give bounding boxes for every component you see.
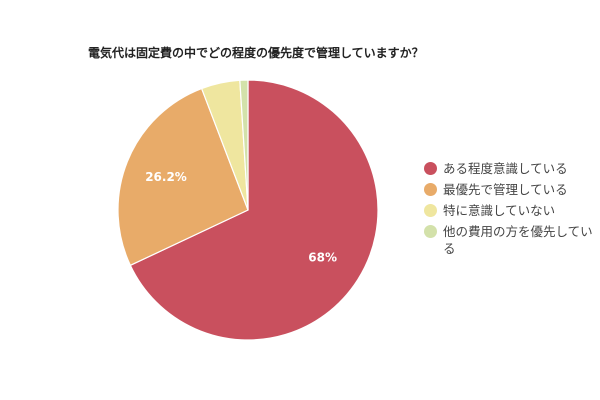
legend-marker bbox=[424, 183, 437, 196]
legend-item[interactable]: ある程度意識している bbox=[424, 160, 600, 177]
legend: ある程度意識している 最優先で管理している 特に意識していない他の費用の方を優先して… bbox=[424, 160, 600, 261]
data-label: 68% bbox=[308, 250, 337, 264]
legend-label: 他の費用の方を優先している bbox=[443, 224, 593, 256]
legend-label: 特に意識していない bbox=[443, 203, 556, 218]
legend-marker bbox=[424, 204, 437, 217]
chart-title: 電気代は固定費の中でどの程度の優先度で管理していますか？ bbox=[88, 46, 424, 60]
legend-item[interactable]: 他の費用の方を優先している bbox=[424, 223, 600, 257]
legend-item[interactable]: 特に意識していない bbox=[424, 202, 600, 219]
data-label: 26.2% bbox=[145, 170, 187, 184]
legend-label: 最優先で管理している bbox=[443, 182, 568, 197]
legend-marker bbox=[424, 225, 437, 238]
pie-slice bbox=[117, 87, 249, 267]
legend-label: ある程度意識している bbox=[443, 161, 568, 176]
pie-slice bbox=[129, 79, 379, 341]
pie-slice bbox=[239, 79, 249, 211]
legend-marker bbox=[424, 162, 437, 175]
legend-item[interactable]: 最優先で管理している bbox=[424, 181, 600, 198]
